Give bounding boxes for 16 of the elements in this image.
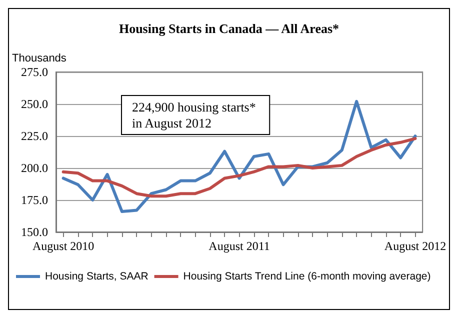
- chart-title: Housing Starts in Canada — All Areas*: [118, 21, 340, 36]
- y-tick-label: 250.0: [21, 97, 48, 111]
- x-tick-label: August 2012: [384, 239, 446, 253]
- line-series: [62, 100, 417, 214]
- legend-label: Housing Starts, SAAR: [45, 270, 149, 282]
- y-tick-label: 150.0: [21, 225, 48, 239]
- y-tick-label: 225.0: [21, 129, 48, 143]
- y-tick-label: 200.0: [21, 161, 48, 175]
- y-tick-label: 275.0: [21, 65, 48, 79]
- annotation: 224,900 housing starts* in August 2012: [132, 100, 260, 130]
- y-axis-title: Thousands: [12, 52, 67, 64]
- x-tick-label: August 2011: [208, 239, 270, 253]
- y-tick-label: 175.0: [21, 193, 48, 207]
- legend-label: Housing Starts Trend Line (6-month moving average): [183, 270, 431, 282]
- line-series: [62, 137, 417, 198]
- x-tick-label: August 2010: [32, 239, 94, 253]
